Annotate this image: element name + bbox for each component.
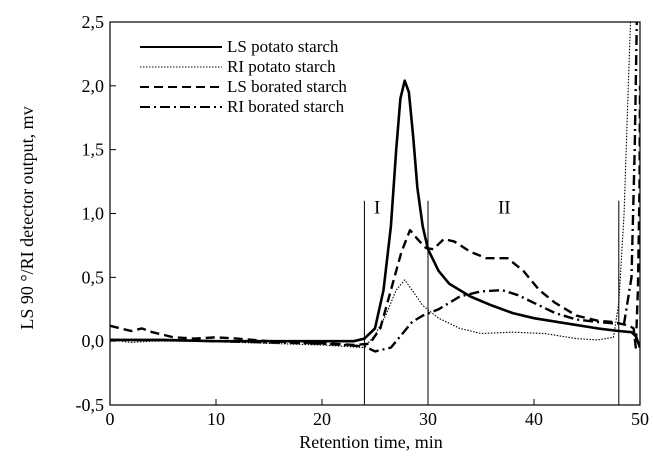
legend-label: RI borated starch — [227, 97, 345, 116]
legend-label: LS potato starch — [227, 37, 339, 56]
legend-label: RI potato starch — [227, 57, 336, 76]
legend-label: LS borated starch — [227, 77, 347, 96]
x-tick-label: 0 — [106, 409, 115, 429]
y-tick-label: 1,0 — [82, 204, 105, 224]
series-lines — [110, 22, 640, 353]
y-tick-label: 2,0 — [82, 76, 105, 96]
y-axis-title: LS 90 °/RI detector output, mv — [17, 106, 37, 329]
y-axis: -0,5 0,0 0,5 1,0 1,5 2,0 2,5 — [76, 12, 116, 415]
x-tick-label: 50 — [631, 409, 649, 429]
series-line — [110, 22, 632, 349]
x-axis-title: Retention time, min — [299, 432, 442, 452]
x-tick-label: 40 — [525, 409, 543, 429]
series-line — [110, 85, 640, 349]
x-tick-label: 10 — [207, 409, 225, 429]
y-tick-label: 2,5 — [82, 12, 105, 32]
x-tick-label: 20 — [313, 409, 331, 429]
y-tick-label: 1,5 — [82, 140, 105, 160]
region-markers: I II — [363, 198, 620, 405]
y-tick-label: 0,5 — [82, 267, 105, 287]
region-label: II — [498, 198, 511, 219]
y-tick-label: 0,0 — [82, 331, 105, 351]
x-axis: 0 10 20 30 40 50 — [106, 399, 649, 429]
region-label: I — [374, 198, 380, 219]
y-tick-label: -0,5 — [76, 395, 105, 415]
x-tick-label: 30 — [419, 409, 437, 429]
series-line — [110, 79, 640, 349]
series-line — [110, 22, 638, 353]
